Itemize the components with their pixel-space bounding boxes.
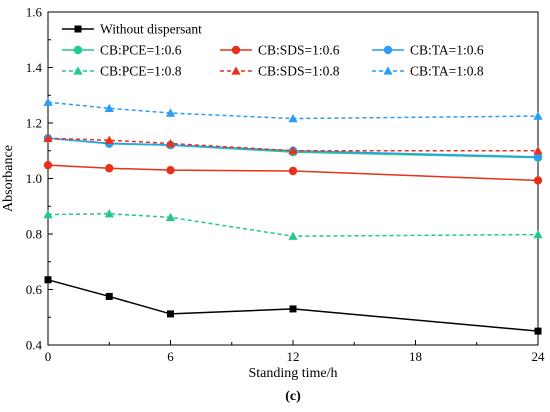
legend-label: CB:TA=1:0.6 [410, 43, 484, 58]
data-point [533, 176, 543, 185]
legend-item: CB:SDS=1:0.8 [220, 64, 340, 79]
legend-label: CB:SDS=1:0.6 [258, 43, 340, 58]
y-tick-label: 1.4 [26, 60, 43, 75]
legend-item: CB:TA=1:0.8 [372, 64, 484, 79]
series-3 [43, 160, 543, 185]
data-point [533, 111, 543, 120]
data-point [288, 231, 298, 240]
data-point [104, 135, 114, 144]
legend: Without dispersant CB:PCE=1:0.6 CB:SDS=1:0… [62, 22, 484, 79]
data-point [533, 229, 543, 239]
y-axis-title: Absorbance [1, 145, 16, 212]
data-point [166, 165, 175, 175]
x-tick-label: 12 [287, 349, 300, 364]
x-tick-label: 18 [409, 349, 422, 364]
data-point [44, 276, 52, 284]
data-point [105, 164, 114, 173]
series-5 [43, 209, 543, 240]
x-tick-label: 0 [45, 349, 52, 364]
x-tick-label: 24 [532, 349, 546, 364]
y-tick-label: 0.4 [26, 338, 43, 353]
legend-label: CB:PCE=1:0.8 [100, 64, 182, 79]
legend-item: CB:PCE=1:0.8 [62, 64, 182, 79]
y-tick-label: 1.0 [26, 171, 42, 186]
legend-item: Without dispersant [62, 22, 202, 37]
series-1 [44, 276, 542, 335]
data-point [288, 146, 298, 155]
data-point [533, 146, 543, 155]
data-point [288, 166, 298, 176]
data-point [288, 113, 298, 123]
data-point [165, 212, 176, 222]
y-tick-label: 1.2 [26, 116, 42, 131]
legend-marker [383, 66, 393, 75]
plot-area: 0 6 12 18 24 0.4 0.6 0.8 1.0 1.2 1.4 1.6 Without di… [26, 5, 545, 365]
y-tick-label: 1.6 [26, 5, 43, 20]
x-tick-label: 6 [167, 349, 174, 364]
series-layer [43, 97, 543, 335]
data-point [43, 209, 53, 219]
legend-marker [231, 66, 241, 75]
data-point [533, 152, 543, 162]
series-7 [43, 97, 543, 123]
axis-ticks: 0 6 12 18 24 0.4 0.6 0.8 1.0 1.2 1.4 1.6 [26, 5, 545, 365]
panel-label: (c) [285, 389, 301, 404]
legend-item: CB:PCE=1:0.6 [62, 43, 182, 58]
data-point [165, 108, 176, 117]
data-point [43, 97, 53, 106]
legend-marker [74, 25, 82, 33]
series-6 [43, 133, 543, 155]
data-point [104, 103, 114, 112]
legend-label: Without dispersant [100, 22, 202, 37]
legend-marker [383, 45, 393, 55]
x-axis-title: Standing time/h [248, 366, 337, 381]
data-point [105, 292, 113, 300]
legend-item: CB:TA=1:0.6 [372, 43, 484, 58]
y-tick-label: 0.6 [26, 282, 43, 297]
data-point [43, 133, 53, 142]
legend-label: CB:SDS=1:0.8 [258, 64, 340, 79]
legend-marker [73, 66, 83, 75]
data-point [534, 327, 542, 335]
legend-item: CB:SDS=1:0.6 [220, 43, 340, 58]
data-point [43, 160, 53, 170]
legend-marker [231, 45, 241, 55]
data-point [289, 305, 297, 313]
data-point [167, 310, 174, 318]
data-point [104, 209, 114, 218]
legend-label: CB:PCE=1:0.6 [100, 43, 182, 58]
legend-marker [73, 45, 83, 55]
data-point [165, 138, 176, 148]
plot-frame [47, 11, 539, 346]
y-tick-label: 0.8 [26, 227, 42, 242]
legend-label: CB:TA=1:0.8 [410, 64, 484, 79]
